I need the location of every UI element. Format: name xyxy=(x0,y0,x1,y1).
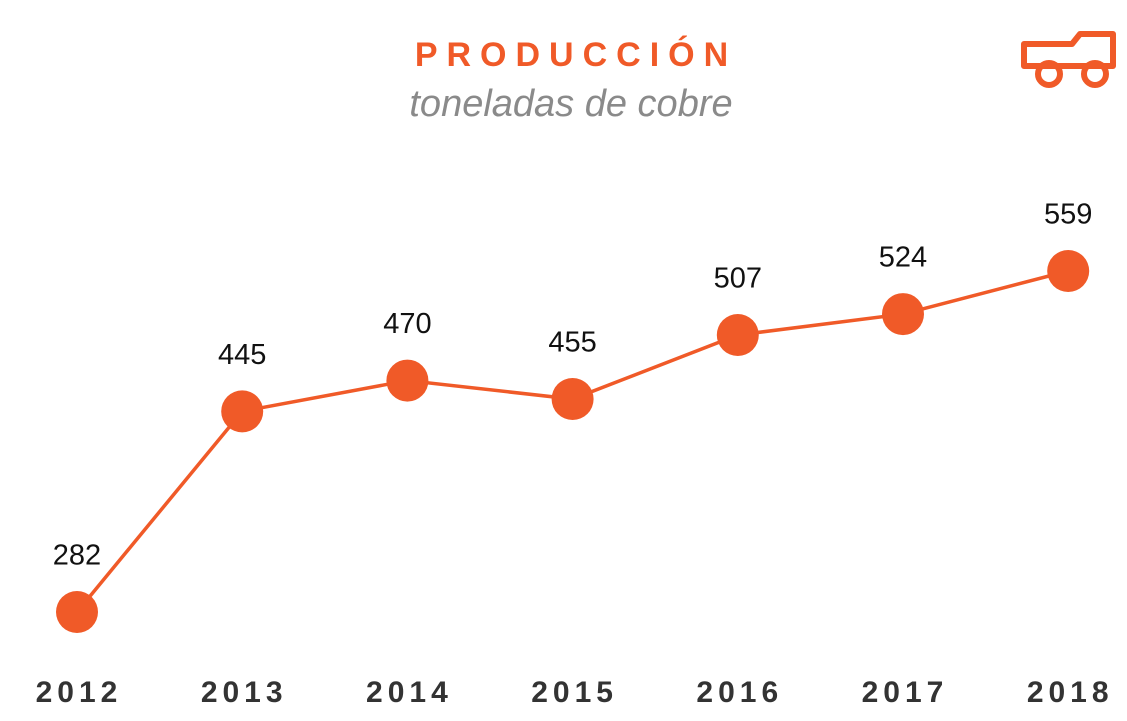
data-label: 470 xyxy=(383,308,431,340)
x-tick-label: 2018 xyxy=(1027,676,1114,709)
x-tick-label: 2013 xyxy=(201,676,288,709)
x-tick-label: 2016 xyxy=(696,676,783,709)
x-tick-label: 2012 xyxy=(36,676,123,709)
data-label: 455 xyxy=(548,327,596,359)
chart-title: PRODUCCIÓN xyxy=(415,36,737,74)
truck-icon xyxy=(1021,31,1116,88)
data-label: 524 xyxy=(879,242,927,274)
point xyxy=(882,293,924,336)
chart-subtitle: toneladas de cobre xyxy=(409,83,732,125)
data-label: 507 xyxy=(714,263,762,295)
point xyxy=(221,390,264,433)
point xyxy=(386,359,429,402)
x-tick-label: 2017 xyxy=(862,676,949,709)
x-tick-label: 2015 xyxy=(531,676,618,709)
point xyxy=(551,378,594,421)
data-label: 282 xyxy=(53,540,101,572)
point xyxy=(1047,250,1090,292)
data-label: 445 xyxy=(218,339,266,371)
point xyxy=(56,591,98,633)
data-label: 559 xyxy=(1044,199,1092,231)
point xyxy=(716,314,759,357)
x-tick-label: 2014 xyxy=(366,676,453,709)
